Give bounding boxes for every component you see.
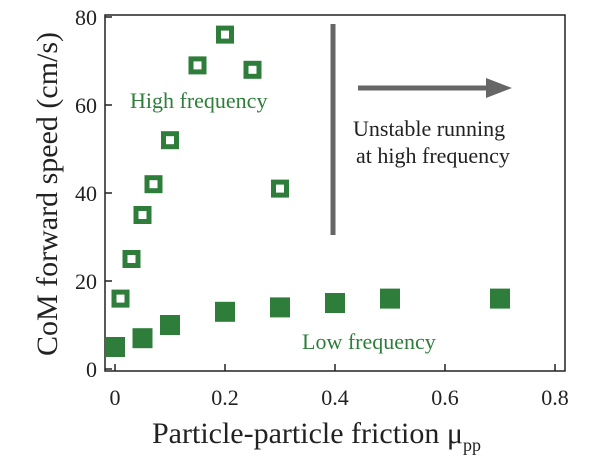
y-tick-label: 20 [75,269,97,294]
x-tick-label: 0.2 [211,385,239,410]
high-frequency-point [271,179,289,198]
high-frequency-point [216,25,234,44]
x-axis-label: Particle-particle friction μpp [152,417,481,455]
high-frequency-point [144,175,163,194]
high-frequency-label: High frequency [130,88,267,113]
x-tick-label: 0 [110,385,121,410]
low-frequency-label: Low frequency [302,329,436,354]
high-frequency-point [133,206,152,224]
series-high-frequency [111,25,289,308]
y-tick-label: 0 [86,357,97,382]
high-frequency-point [243,60,262,79]
high-frequency-point [161,131,179,150]
low-frequency-point [270,297,290,318]
unstable-label-line2: at high frequency [356,143,510,168]
series-low-frequency [105,288,510,357]
y-axis-label: CoM forward speed (cm/s) [31,32,64,356]
high-frequency-point [188,56,207,75]
low-frequency-point [380,288,400,309]
x-axis-label-subscript: pp [463,435,481,455]
x-axis-ticks: 0 0.2 0.4 0.6 0.8 [110,364,569,410]
x-tick-label: 0.6 [431,385,459,410]
high-frequency-point [111,289,130,308]
y-tick-label: 60 [75,93,97,118]
low-frequency-point [490,288,510,309]
y-tick-label: 80 [75,5,97,30]
unstable-label-line1: Unstable running [353,116,505,141]
low-frequency-point [160,315,180,335]
low-frequency-point [215,301,235,322]
low-frequency-point [105,337,125,357]
low-frequency-point [132,328,153,349]
x-tick-label: 0.8 [541,385,569,410]
arrow-right-icon [358,78,512,98]
y-axis-ticks: 0 20 40 60 80 [75,5,112,382]
x-tick-label: 0.4 [321,385,349,410]
low-frequency-point [325,293,345,313]
high-frequency-point [122,250,141,268]
y-tick-label: 40 [75,181,97,206]
